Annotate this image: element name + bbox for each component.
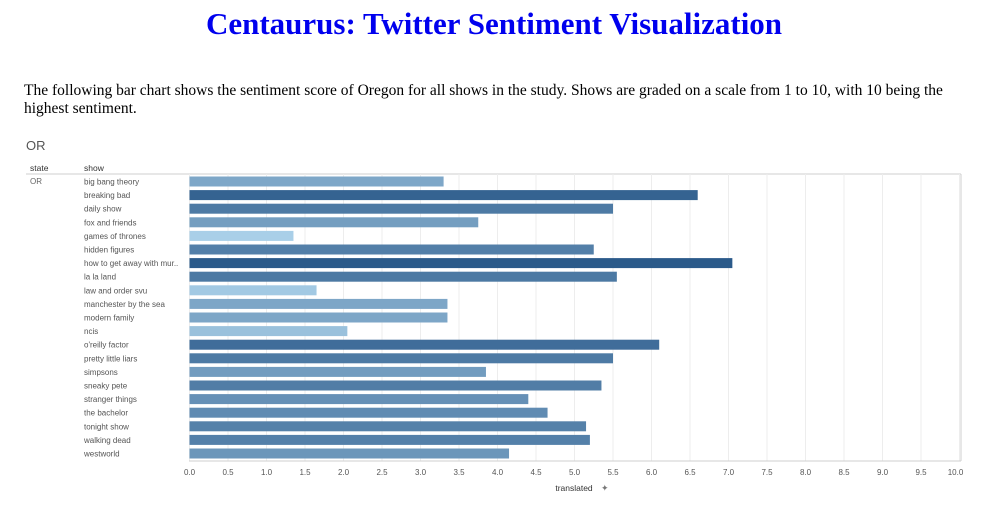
category-label: simpsons: [84, 368, 118, 377]
x-tick-label: 9.0: [877, 468, 889, 477]
category-label: sneaky pete: [84, 382, 128, 391]
category-label: tonight show: [84, 422, 129, 431]
state-column-header: state: [30, 163, 49, 173]
bar[interactable]: [189, 176, 444, 187]
x-tick-label: 4.5: [530, 468, 542, 477]
bar[interactable]: [189, 394, 529, 405]
x-tick-label: 0.5: [222, 468, 234, 477]
x-axis-ticks: 0.0 0.5 1.0 1.5 2.0 2.5 3.0 3.5 4.0 4.5 5.0 5.5 6.0 6…: [184, 468, 964, 477]
x-tick-label: 2.5: [376, 468, 388, 477]
x-tick-label: 7.0: [723, 468, 735, 477]
x-tick-label: 9.5: [915, 468, 927, 477]
bar[interactable]: [189, 434, 590, 445]
bar[interactable]: [189, 421, 587, 432]
x-tick-label: 5.0: [569, 468, 581, 477]
category-label: fox and friends: [84, 218, 136, 227]
state-label: OR: [30, 177, 42, 186]
category-label: big bang theory: [84, 178, 139, 187]
bar[interactable]: [189, 448, 510, 459]
x-tick-label: 7.5: [761, 468, 773, 477]
bar[interactable]: [189, 353, 614, 364]
show-column-header: show: [84, 163, 105, 173]
x-tick-label: 0.0: [184, 468, 196, 477]
bar[interactable]: [189, 285, 317, 296]
intro-paragraph: The following bar chart shows the sentim…: [24, 82, 943, 117]
x-tick-label: 4.0: [492, 468, 504, 477]
bar[interactable]: [189, 271, 617, 282]
bar[interactable]: [189, 407, 548, 418]
pin-icon: ✦: [601, 483, 609, 493]
category-label: how to get away with mur..: [84, 259, 178, 268]
x-tick-label: 6.0: [646, 468, 658, 477]
x-tick-label: 6.5: [684, 468, 696, 477]
bar[interactable]: [189, 190, 698, 201]
category-label: ncis: [84, 327, 98, 336]
bar[interactable]: [189, 339, 660, 350]
page-title: Centaurus: Twitter Sentiment Visualizati…: [205, 6, 783, 41]
x-tick-label: 1.0: [261, 468, 273, 477]
x-tick-label: 8.0: [800, 468, 812, 477]
x-tick-label: 2.0: [338, 468, 350, 477]
bar[interactable]: [189, 203, 614, 214]
category-label: westworld: [83, 450, 120, 459]
bar[interactable]: [189, 312, 448, 323]
category-label: pretty little liars: [84, 354, 137, 363]
x-tick-label: 1.5: [299, 468, 311, 477]
category-label: breaking bad: [84, 191, 130, 200]
x-tick-label: 3.5: [453, 468, 465, 477]
bar[interactable]: [189, 258, 733, 269]
bar[interactable]: [189, 326, 348, 337]
category-label: hidden figures: [84, 246, 134, 255]
x-axis-label: translated: [555, 483, 593, 493]
category-label: manchester by the sea: [84, 300, 165, 309]
bar[interactable]: [189, 230, 294, 241]
category-labels: big bang theory breaking bad daily show fox…: [83, 178, 178, 459]
category-label: law and order svu: [84, 286, 147, 295]
bar[interactable]: [189, 380, 602, 391]
bar[interactable]: [189, 366, 486, 377]
category-label: la la land: [84, 273, 116, 282]
x-tick-label: 10.0: [948, 468, 964, 477]
category-label: walking dead: [83, 436, 131, 445]
bar[interactable]: [189, 244, 594, 255]
x-tick-label: 3.0: [415, 468, 427, 477]
bar[interactable]: [189, 217, 479, 228]
category-label: o'reilly factor: [84, 341, 129, 350]
bars: [189, 176, 733, 459]
category-label: the bachelor: [84, 409, 128, 418]
category-label: stranger things: [84, 395, 137, 404]
category-label: daily show: [84, 205, 122, 214]
category-label: games of thrones: [84, 232, 146, 241]
category-label: modern family: [84, 314, 134, 323]
chart-title: OR: [26, 138, 46, 153]
bar[interactable]: [189, 298, 448, 309]
x-tick-label: 8.5: [838, 468, 850, 477]
x-tick-label: 5.5: [607, 468, 619, 477]
